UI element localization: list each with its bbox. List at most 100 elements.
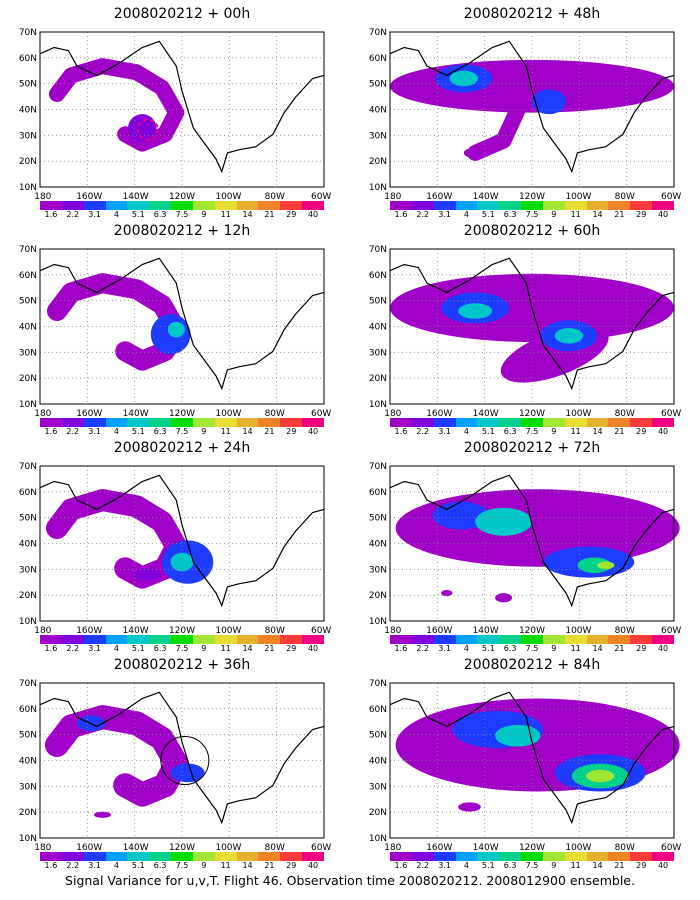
colorbar-swatch [61,635,84,644]
colorbar-swatch [149,852,172,861]
lat-tick-label: 10N [369,183,387,193]
lon-tick-label: 140W [123,843,149,853]
colorbar-label: 6.3 [503,644,517,653]
colorbar-label: 3.1 [88,427,101,436]
colorbar-swatch [477,201,500,210]
lat-tick-label: 50N [369,514,387,524]
variance-field [395,698,680,812]
colorbar-swatch [40,418,62,427]
colorbar-label: 11 [570,210,581,219]
colorbar-label: 21 [614,861,625,870]
lon-tick-label: 140W [123,409,149,419]
variance-contour [458,802,481,812]
colorbar-label: 40 [657,861,669,870]
colorbar-swatch [127,852,150,861]
colorbar-label: 14 [592,861,603,870]
lon-tick-label: 180 [34,843,51,853]
lon-tick-label: 180 [384,409,401,419]
colorbar-swatch [236,418,259,427]
lon-tick-label: 60W [311,192,331,202]
colorbar-labels: 1.6 2.2 3.1 4 5.1 6.3 7.5 9 11 14 21 29 40 [390,644,674,655]
lat-tick-label: 60N [369,54,387,64]
coastline [39,691,325,825]
colorbar-label: 40 [657,210,669,219]
lat-tick-label: 70N [19,679,37,689]
colorbar-swatch [564,418,587,427]
lat-tick-label: 40N [369,323,387,333]
colorbar-swatch [127,418,150,427]
lat-tick-label: 10N [369,400,387,410]
colorbar-swatch [411,852,434,861]
colorbar-swatch [236,635,259,644]
colorbar-swatch [214,635,237,644]
colorbar-swatch [83,635,106,644]
colorbar-swatch [630,201,653,210]
colorbar-swatch [280,852,303,861]
panel-72h: 2008020212 + 72h 10N 20N 30N 40N 50N 60N 70N 18… [350,440,690,655]
colorbar-swatch [105,418,128,427]
variance-field [395,489,680,603]
lat-tick-label: 40N [19,323,37,333]
panel-title: 2008020212 + 84h [463,657,601,673]
variance-contour [432,501,490,530]
panel-title: 2008020212 + 48h [463,6,601,22]
region-circle [160,736,210,785]
colorbar-swatch [149,201,172,210]
variance-contour [458,303,493,319]
lon-tick-label: 80W [265,626,285,636]
lon-tick-label: 120W [519,843,545,853]
map-frame [389,682,675,839]
lon-tick-label: 160W [426,626,452,636]
lon-tick-label: 180 [384,626,401,636]
lat-tick-label: 70N [369,28,387,38]
colorbar-swatches [390,418,674,427]
colorbar-swatch [652,418,674,427]
map-frame [39,248,325,405]
lat-tick-label: 70N [19,245,37,255]
colorbar-swatch [564,201,587,210]
colorbar-label: 7.5 [525,210,539,219]
colorbar-label: 5.1 [131,427,145,436]
colorbar-swatch [586,852,609,861]
colorbar-swatch [433,418,456,427]
coastline [39,257,325,391]
lon-tick-label: 60W [311,843,331,853]
colorbar-swatch [608,201,631,210]
lat-tick-label: 20N [19,374,37,384]
colorbar-label: 21 [614,210,625,219]
panel-title: 2008020212 + 72h [463,440,601,456]
variance-contour [128,114,157,143]
lat-tick-label: 60N [369,488,387,498]
colorbar-label: 6.3 [503,210,517,219]
grid [390,466,674,621]
variance-contour [133,568,163,581]
colorbar-label: 3.1 [438,210,451,219]
colorbar-label: 14 [242,210,253,219]
colorbar-swatch [564,852,587,861]
colorbar-label: 40 [657,427,669,436]
colorbar-label: 2.2 [66,427,80,436]
colorbar-label: 14 [592,427,603,436]
colorbar-label: 1.6 [394,644,408,653]
lat-tick-label: 50N [369,297,387,307]
colorbar-swatch [83,852,106,861]
colorbar-swatches [40,635,324,644]
colorbar-swatch [499,635,522,644]
grid [40,249,324,404]
variance-contour [170,763,205,783]
colorbar-label: 29 [636,861,647,870]
colorbar-label: 14 [592,644,603,653]
colorbar-label: 11 [220,210,231,219]
lon-tick-label: 180 [34,626,51,636]
lon-tick-label: 180 [34,192,51,202]
lon-tick-label: 160W [76,843,102,853]
colorbar-swatch [302,201,324,210]
map-frame [39,31,325,188]
lon-tick-label: 60W [661,843,681,853]
variance-contour [577,557,612,573]
colorbar-swatch [542,201,565,210]
colorbar-swatch [499,852,522,861]
map-frame [389,248,675,405]
colorbar-swatch [521,852,543,861]
colorbar-swatch [280,418,303,427]
